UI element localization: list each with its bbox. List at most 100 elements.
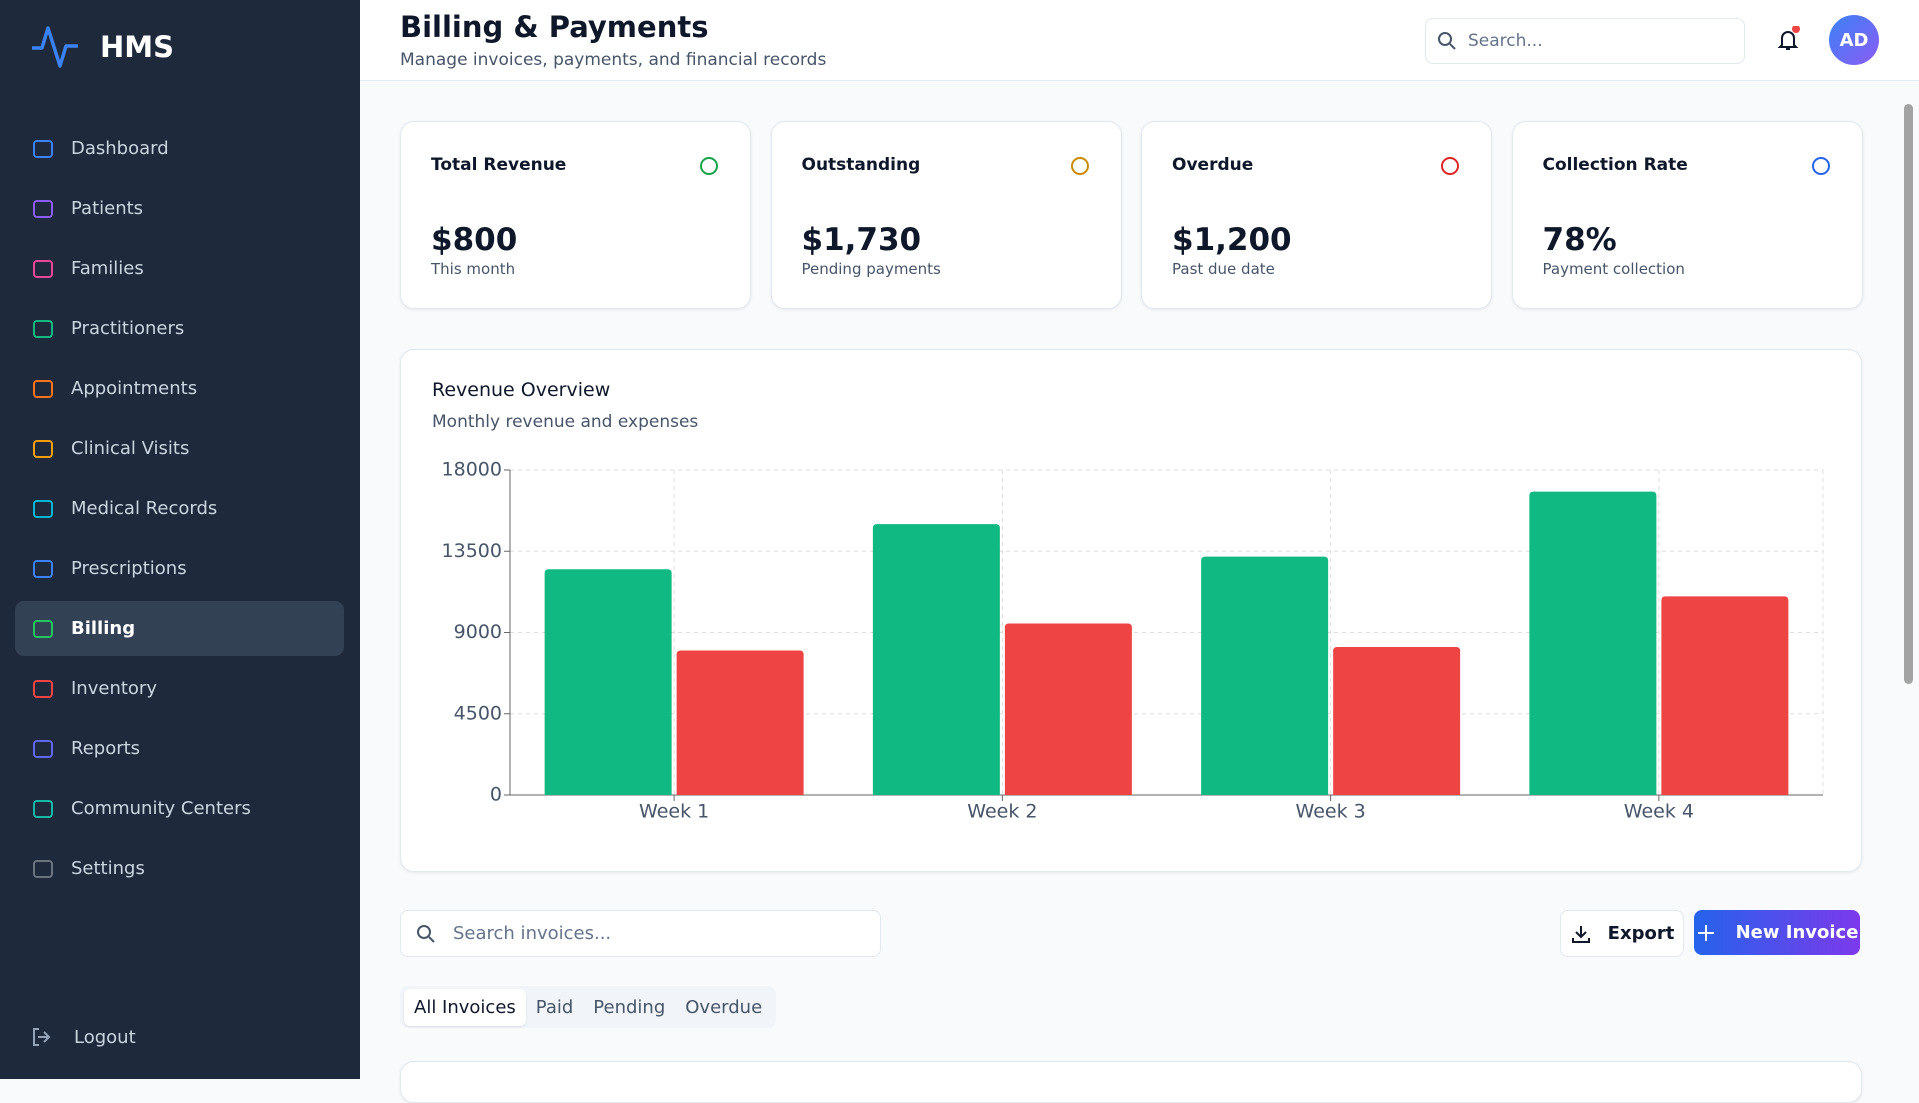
stat-sub: This month bbox=[431, 260, 516, 278]
stat-icon bbox=[1441, 157, 1459, 175]
logo-text: HMS bbox=[100, 30, 175, 64]
nav-label: Reports bbox=[71, 738, 141, 759]
stat-icon bbox=[700, 157, 718, 175]
nav-icon bbox=[33, 259, 53, 278]
nav-label: Clinical Visits bbox=[71, 438, 190, 459]
y-tick-label: 0 bbox=[490, 784, 502, 806]
nav-icon-shape bbox=[33, 499, 53, 518]
nav-item[interactable]: Dashboard bbox=[15, 121, 344, 176]
y-tick-label: 18000 bbox=[442, 459, 502, 481]
nav-label: Appointments bbox=[71, 378, 198, 399]
plus-icon bbox=[1697, 924, 1714, 941]
nav-item[interactable]: Billing bbox=[15, 601, 344, 656]
stat-value: $1,200 bbox=[1172, 222, 1292, 258]
logout[interactable]: Logout bbox=[30, 1026, 136, 1048]
y-tick-label: 4500 bbox=[454, 702, 502, 724]
nav-item[interactable]: Inventory bbox=[15, 661, 344, 716]
chart-title: Revenue Overview bbox=[432, 379, 611, 401]
nav-icon bbox=[33, 379, 53, 398]
nav-icon bbox=[33, 559, 53, 578]
nav-icon-shape bbox=[33, 139, 53, 158]
new-invoice-label: New Invoice bbox=[1735, 922, 1859, 943]
export-icon bbox=[1571, 925, 1590, 943]
invoice-table bbox=[400, 1061, 1862, 1103]
stat-icon-shape bbox=[1441, 157, 1459, 175]
tab[interactable]: Overdue bbox=[685, 996, 763, 1018]
export-button[interactable]: Export bbox=[1560, 910, 1684, 957]
stat-icon-shape bbox=[1070, 157, 1089, 175]
nav-item[interactable]: Community Centers bbox=[15, 781, 344, 836]
tab[interactable]: All Invoices bbox=[404, 988, 526, 1026]
nav-label: Billing bbox=[71, 618, 136, 639]
nav-item[interactable]: Families bbox=[15, 241, 344, 296]
nav-icon bbox=[33, 739, 53, 758]
stat-label: Total Revenue bbox=[431, 155, 567, 175]
nav-icon-shape bbox=[33, 379, 53, 398]
stat-sub: Past due date bbox=[1172, 260, 1275, 278]
nav-icon bbox=[33, 619, 53, 638]
nav-icon bbox=[33, 319, 53, 338]
invoice-search-placeholder: Search invoices... bbox=[453, 923, 612, 944]
stat-card: Total Revenue $800 This month bbox=[400, 121, 751, 309]
bar bbox=[544, 569, 672, 795]
nav-icon-shape bbox=[33, 799, 53, 818]
nav-item[interactable]: Patients bbox=[15, 181, 344, 236]
stat-label: Overdue bbox=[1172, 155, 1254, 175]
nav-icon bbox=[33, 139, 53, 158]
nav-icon-shape bbox=[33, 739, 53, 758]
notification-bell[interactable] bbox=[1775, 26, 1803, 54]
nav-icon-shape bbox=[33, 859, 53, 878]
nav-label: Settings bbox=[71, 858, 145, 879]
nav-item[interactable]: Clinical Visits bbox=[15, 421, 344, 476]
nav-item[interactable]: Appointments bbox=[15, 361, 344, 416]
x-tick-label: Week 3 bbox=[1296, 801, 1366, 823]
bar bbox=[1529, 491, 1657, 795]
nav-item[interactable]: Reports bbox=[15, 721, 344, 776]
nav-label: Practitioners bbox=[71, 318, 185, 339]
search-placeholder: Search... bbox=[1468, 31, 1543, 51]
tabs: All Invoices Paid Pending Overdue bbox=[400, 986, 777, 1028]
avatar[interactable]: AD bbox=[1829, 15, 1879, 65]
nav-icon bbox=[33, 859, 53, 878]
stat-icon bbox=[1811, 157, 1830, 175]
nav-item[interactable]: Medical Records bbox=[15, 481, 344, 536]
y-tick-label: 13500 bbox=[442, 540, 502, 562]
nav-icon bbox=[33, 679, 53, 698]
stat-icon-shape bbox=[700, 157, 718, 175]
nav-icon bbox=[33, 199, 53, 218]
bar bbox=[1004, 623, 1132, 795]
logo-icon bbox=[32, 26, 78, 68]
stat-card: Collection Rate 78% Payment collection bbox=[1511, 121, 1863, 309]
x-tick-label: Week 4 bbox=[1624, 801, 1694, 823]
nav-label: Inventory bbox=[71, 678, 157, 699]
x-tick-label: Week 1 bbox=[639, 801, 709, 823]
stat-icon bbox=[1070, 157, 1089, 175]
tab[interactable]: Paid bbox=[535, 996, 574, 1018]
bar bbox=[1661, 596, 1789, 795]
stat-icon-shape bbox=[1811, 157, 1830, 175]
bar bbox=[1333, 646, 1461, 795]
export-label: Export bbox=[1607, 923, 1675, 944]
invoice-search[interactable]: Search invoices... bbox=[400, 910, 881, 957]
nav-label: Families bbox=[71, 258, 144, 279]
stat-value: $800 bbox=[431, 222, 518, 258]
tab[interactable]: Pending bbox=[593, 996, 666, 1018]
nav-item[interactable]: Prescriptions bbox=[15, 541, 344, 596]
nav-icon-shape bbox=[33, 199, 53, 218]
nav-item[interactable]: Practitioners bbox=[15, 301, 344, 356]
stat-card: Outstanding $1,730 Pending payments bbox=[770, 121, 1122, 309]
logout-label: Logout bbox=[74, 1026, 136, 1048]
nav-label: Medical Records bbox=[71, 498, 218, 519]
nav-icon-shape bbox=[33, 319, 53, 338]
new-invoice-button[interactable]: New Invoice bbox=[1694, 910, 1860, 955]
search-icon bbox=[1438, 32, 1456, 50]
search-box[interactable]: Search... bbox=[1425, 18, 1745, 64]
page-title: Billing & Payments bbox=[400, 10, 709, 44]
chart-subtitle: Monthly revenue and expenses bbox=[432, 412, 699, 432]
nav-icon bbox=[33, 499, 53, 518]
nav-icon-shape bbox=[33, 559, 53, 578]
nav-item[interactable]: Settings bbox=[15, 841, 344, 896]
nav-icon-shape bbox=[33, 439, 53, 458]
nav-icon bbox=[33, 439, 53, 458]
scrollbar bbox=[1904, 104, 1913, 684]
